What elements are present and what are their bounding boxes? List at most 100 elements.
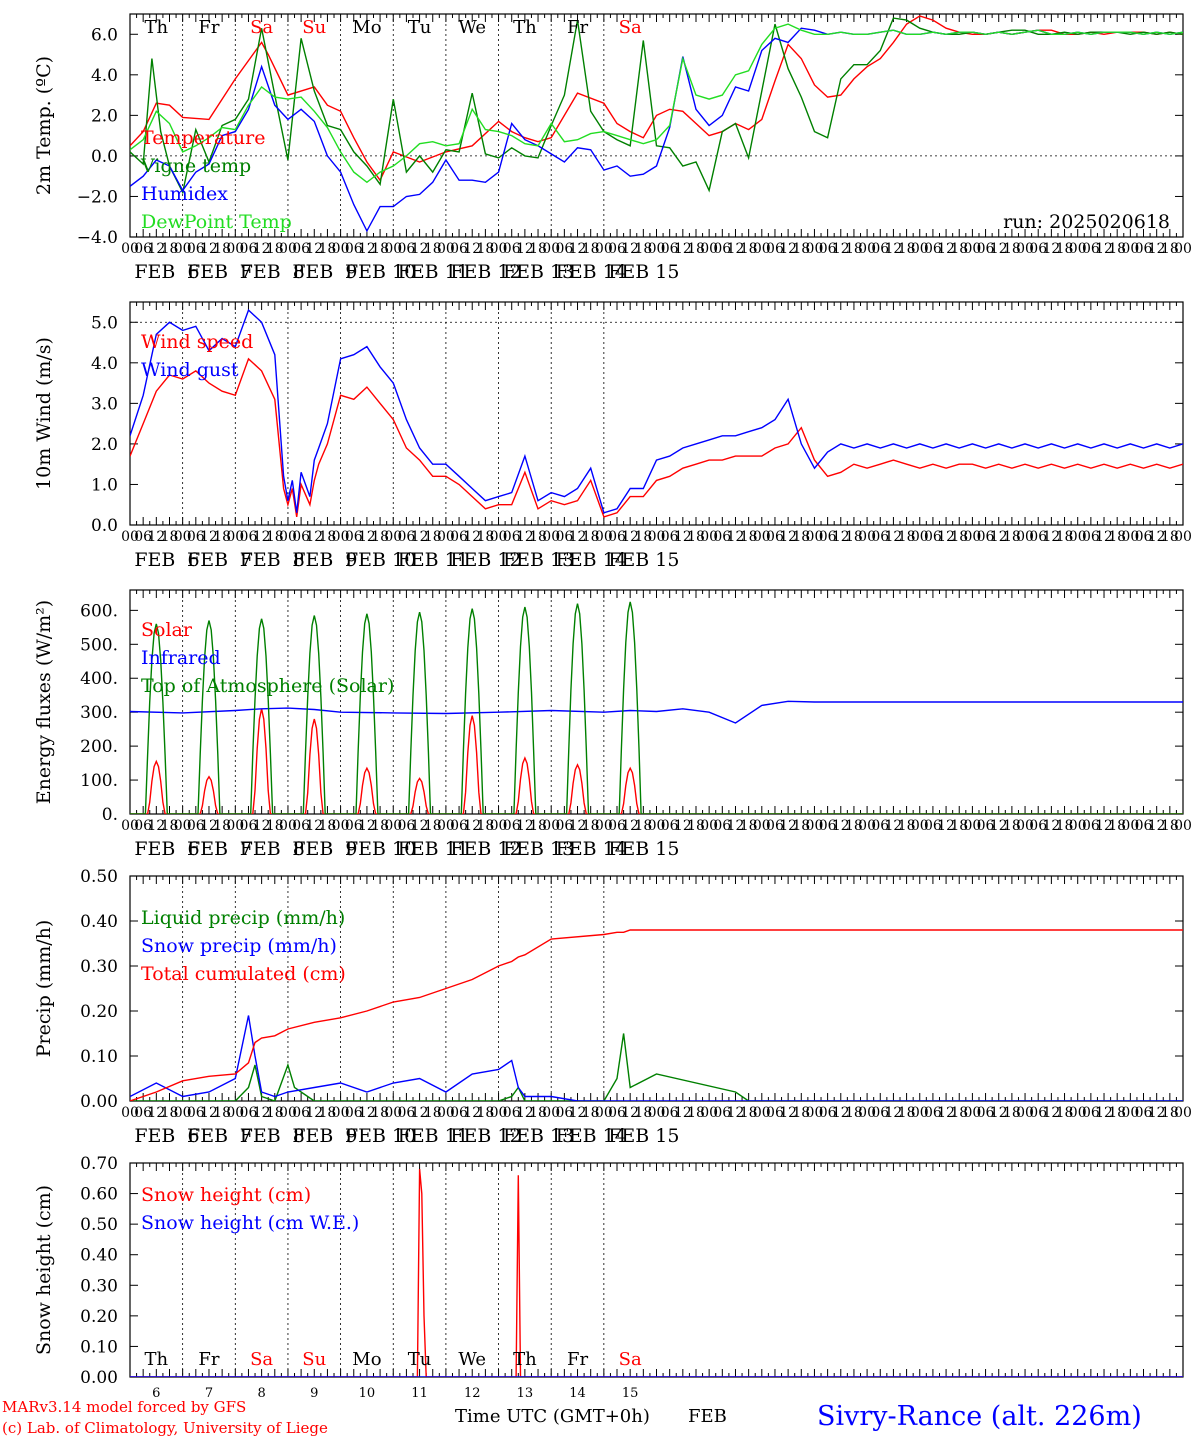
- hour-label: 00: [174, 241, 192, 257]
- hour-label: 18: [845, 818, 863, 834]
- hour-label: 18: [213, 529, 231, 545]
- hour-label: 18: [476, 1105, 494, 1121]
- hour-label: 12: [885, 818, 903, 834]
- hour-label: 00: [700, 1105, 718, 1121]
- hour-label: 00: [648, 1105, 666, 1121]
- y-tick-label: 5.0: [91, 313, 118, 333]
- hour-label: 18: [371, 529, 389, 545]
- y-axis-title: Energy fluxes (W/m²): [33, 600, 55, 804]
- hour-label: 12: [411, 818, 429, 834]
- y-tick-label: 300.: [80, 703, 118, 723]
- hour-label: 00: [806, 529, 824, 545]
- legend-entry: Wind gust: [141, 359, 239, 381]
- hour-label: 18: [161, 241, 179, 257]
- legend-entry: DewPoint Temp: [141, 211, 292, 233]
- hour-label: 00: [279, 1105, 297, 1121]
- hour-label: 00: [1174, 1105, 1192, 1121]
- date-label: FEB 7: [187, 1125, 252, 1147]
- hour-label: 06: [766, 241, 784, 257]
- weekday-label: Fr: [567, 17, 588, 38]
- hour-label: 12: [253, 818, 271, 834]
- hour-label: 12: [411, 1105, 429, 1121]
- y-tick-label: 0.20: [80, 1307, 118, 1327]
- hour-label: 18: [845, 529, 863, 545]
- y-tick-label: 0.40: [80, 1246, 118, 1266]
- hour-label: 00: [437, 1105, 455, 1121]
- hour-label: 18: [529, 1105, 547, 1121]
- hour-label: 18: [319, 818, 337, 834]
- hour-label: 12: [832, 1105, 850, 1121]
- hour-label: 18: [845, 1105, 863, 1121]
- legend-entry: Vigne temp: [140, 155, 251, 177]
- hour-label: 06: [924, 818, 942, 834]
- hour-label: 00: [279, 529, 297, 545]
- hour-label: 18: [950, 1105, 968, 1121]
- hour-label: 06: [240, 818, 258, 834]
- y-tick-label: 0.00: [80, 1368, 118, 1388]
- weekday-label: Su: [302, 17, 326, 38]
- hour-label: 00: [595, 529, 613, 545]
- hour-label: 00: [963, 529, 981, 545]
- hour-label: 06: [187, 1105, 205, 1121]
- hour-label: 00: [542, 241, 560, 257]
- y-tick-label: 400.: [80, 669, 118, 689]
- hour-label: 00: [542, 1105, 560, 1121]
- hour-label: 06: [555, 529, 573, 545]
- legend-entry: Snow height (cm W.E.): [141, 1212, 359, 1234]
- weekday-label: We: [458, 1349, 486, 1370]
- hour-label: 18: [371, 241, 389, 257]
- hour-label: 18: [1056, 241, 1074, 257]
- hour-label: 06: [1082, 818, 1100, 834]
- y-tick-label: 0.30: [80, 957, 118, 977]
- hour-label: 06: [608, 241, 626, 257]
- hour-label: 00: [174, 1105, 192, 1121]
- series-line-2: [130, 17, 1183, 195]
- hour-label: 06: [1135, 529, 1153, 545]
- date-label: FEB 15: [608, 1125, 679, 1147]
- hour-label: 00: [1174, 529, 1192, 545]
- hour-label: 00: [700, 529, 718, 545]
- legend-entry: Temperature: [141, 127, 265, 149]
- hour-label: 00: [1069, 241, 1087, 257]
- hour-label: 18: [634, 818, 652, 834]
- hour-label: 18: [213, 241, 231, 257]
- hour-label: 12: [569, 818, 587, 834]
- weekday-label: Th: [145, 1349, 169, 1370]
- hour-label: 06: [924, 529, 942, 545]
- xaxis-title: Time UTC (GMT+0h): [455, 1406, 650, 1427]
- date-label: FEB 11: [398, 838, 469, 860]
- hour-label: 12: [674, 529, 692, 545]
- legend-entry: Wind speed: [141, 331, 253, 353]
- weekday-label: Th: [513, 1349, 537, 1370]
- hour-label: 00: [226, 818, 244, 834]
- weekday-label: Th: [513, 17, 537, 38]
- hour-label: 12: [727, 241, 745, 257]
- date-label: FEB 13: [503, 838, 574, 860]
- y-tick-label: −2.0: [77, 187, 118, 207]
- hour-label: 00: [437, 818, 455, 834]
- weekday-label: Tu: [408, 17, 432, 38]
- hour-label: 00: [700, 818, 718, 834]
- date-label: FEB 10: [345, 261, 416, 283]
- y-tick-label: 0.40: [80, 912, 118, 932]
- hour-label: 00: [963, 818, 981, 834]
- date-label: FEB 13: [503, 1125, 574, 1147]
- hour-label: 12: [569, 241, 587, 257]
- hour-label: 00: [1016, 1105, 1034, 1121]
- day-number: 6: [152, 1386, 160, 1401]
- hour-label: 12: [463, 241, 481, 257]
- date-label: FEB 11: [398, 549, 469, 571]
- hour-label: 00: [1174, 241, 1192, 257]
- hour-label: 06: [345, 529, 363, 545]
- hour-label: 12: [674, 241, 692, 257]
- date-label: FEB 6: [134, 1125, 199, 1147]
- hour-label: 18: [792, 241, 810, 257]
- y-tick-label: 0.0: [91, 147, 118, 167]
- date-label: FEB 13: [503, 261, 574, 283]
- hour-label: 18: [687, 818, 705, 834]
- hour-label: 18: [213, 818, 231, 834]
- run-label: run: 2025020618: [1003, 211, 1170, 233]
- date-label: FEB 6: [134, 261, 199, 283]
- hour-label: 00: [490, 529, 508, 545]
